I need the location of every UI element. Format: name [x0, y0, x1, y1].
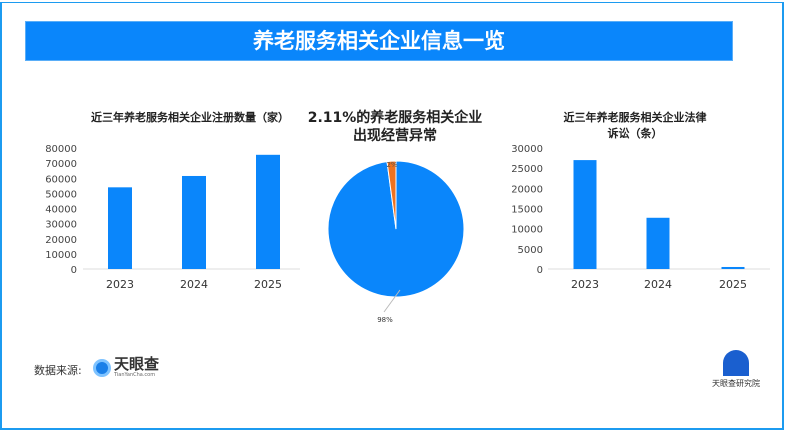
bar-2023	[108, 187, 132, 269]
source-label: 数据来源:	[34, 364, 82, 377]
frame	[0, 2, 784, 430]
y-tick-label: 70000	[45, 159, 77, 170]
bar-2025	[721, 266, 745, 269]
y-tick-label: 10000	[511, 225, 543, 236]
banner-title: 养老服务相关企业信息一览	[25, 21, 733, 61]
logo-icon	[93, 358, 111, 377]
y-tick-label: 30000	[511, 144, 543, 155]
bar-2024	[646, 217, 670, 269]
pie-label-minor: 2%	[386, 161, 397, 169]
x-tick-label: 2024	[180, 278, 208, 291]
y-tick-label: 80000	[45, 144, 77, 155]
y-tick-label: 50000	[45, 189, 77, 200]
y-tick-label: 60000	[45, 174, 77, 185]
y-tick-label: 20000	[511, 184, 543, 195]
y-tick-label: 0	[71, 265, 77, 276]
institute-name: 天眼查研究院	[712, 379, 760, 388]
institute-mark-icon	[723, 350, 749, 376]
bar-2023	[573, 160, 597, 269]
x-tick-label: 2025	[254, 278, 282, 291]
chart3-title: 近三年养老服务相关企业法律诉讼（条）	[563, 111, 707, 140]
y-tick-label: 5000	[518, 245, 543, 256]
logo-name: 天眼查	[114, 355, 160, 373]
logo-sub: TianYanCha.com	[114, 372, 156, 378]
x-tick-label: 2024	[644, 278, 672, 291]
pie-leader-line	[383, 289, 401, 313]
tianyancha-logo: 天眼查 TianYanCha.com	[93, 357, 159, 378]
x-tick-label: 2025	[719, 278, 747, 291]
bar-2024	[182, 175, 206, 269]
institute-logo: 天眼查研究院	[712, 350, 760, 389]
chart1-title: 近三年养老服务相关企业注册数量（家）	[91, 111, 289, 124]
pie-label-main: 98%	[377, 316, 393, 324]
y-tick-label: 10000	[45, 250, 77, 261]
chart2-title: 2.11%的养老服务相关企业出现经营异常	[307, 110, 483, 144]
y-tick-label: 0	[537, 265, 543, 276]
pie-slice-minor	[386, 160, 397, 230]
y-tick-label: 20000	[45, 235, 77, 246]
x-tick-label: 2023	[106, 278, 134, 291]
y-tick-label: 15000	[511, 205, 543, 216]
y-tick-label: 25000	[511, 164, 543, 175]
bar-2025	[256, 154, 280, 269]
y-tick-label: 30000	[45, 220, 77, 231]
x-tick-label: 2023	[571, 278, 599, 291]
y-tick-label: 40000	[45, 205, 77, 216]
